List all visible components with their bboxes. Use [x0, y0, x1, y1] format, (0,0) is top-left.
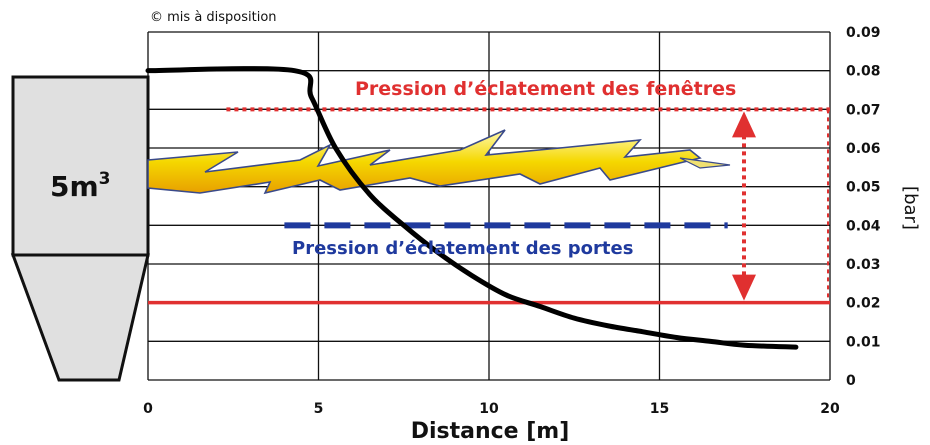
window-pressure-label: Pression d’éclatement des fenêtres	[355, 78, 736, 100]
tick-labels: 0 5 10 15 20 0 0.01 0.02 0.03 0.04 0.05 0.06 0.07 0.0…	[143, 25, 881, 417]
x-tick-label-3: 15	[650, 401, 669, 417]
y-tick-label-5: 0.05	[846, 180, 881, 196]
x-axis-label: Distance [m]	[411, 419, 570, 444]
y-tick-label-1: 0.01	[846, 334, 881, 350]
y-tick-label-4: 0.04	[846, 218, 881, 234]
y-tick-label-9: 0.09	[846, 25, 881, 41]
arrow-head-up	[732, 111, 756, 138]
y-tick-label-3: 0.03	[846, 257, 881, 273]
arrow-head-down	[732, 274, 756, 301]
x-tick-label-4: 20	[820, 401, 840, 417]
x-tick-label-0: 0	[143, 401, 153, 417]
series-layer	[145, 66, 799, 350]
y-tick-label-0: 0	[846, 373, 856, 389]
svg-text:5m3: 5m3	[50, 169, 111, 203]
y-tick-label-2: 0.02	[846, 296, 881, 312]
annotation-lines	[148, 107, 830, 305]
series-line-0	[145, 66, 799, 350]
pressure-range-arrow	[732, 111, 756, 301]
silo-volume-exponent: 3	[99, 169, 111, 189]
y-axis-label: [bar]	[900, 186, 921, 230]
y-tick-label-8: 0.08	[846, 64, 881, 80]
silo-volume-label: 5m	[50, 170, 99, 203]
y-tick-label-6: 0.06	[846, 141, 881, 157]
x-tick-label-1: 5	[314, 401, 324, 417]
silo-icon	[10, 75, 150, 382]
explosion-flame-icon	[147, 129, 731, 195]
door-pressure-label: Pression d’éclatement des portes	[292, 238, 633, 259]
y-tick-label-7: 0.07	[846, 102, 881, 118]
x-tick-label-2: 10	[479, 401, 499, 417]
credit-text: © mis à disposition	[150, 10, 277, 25]
